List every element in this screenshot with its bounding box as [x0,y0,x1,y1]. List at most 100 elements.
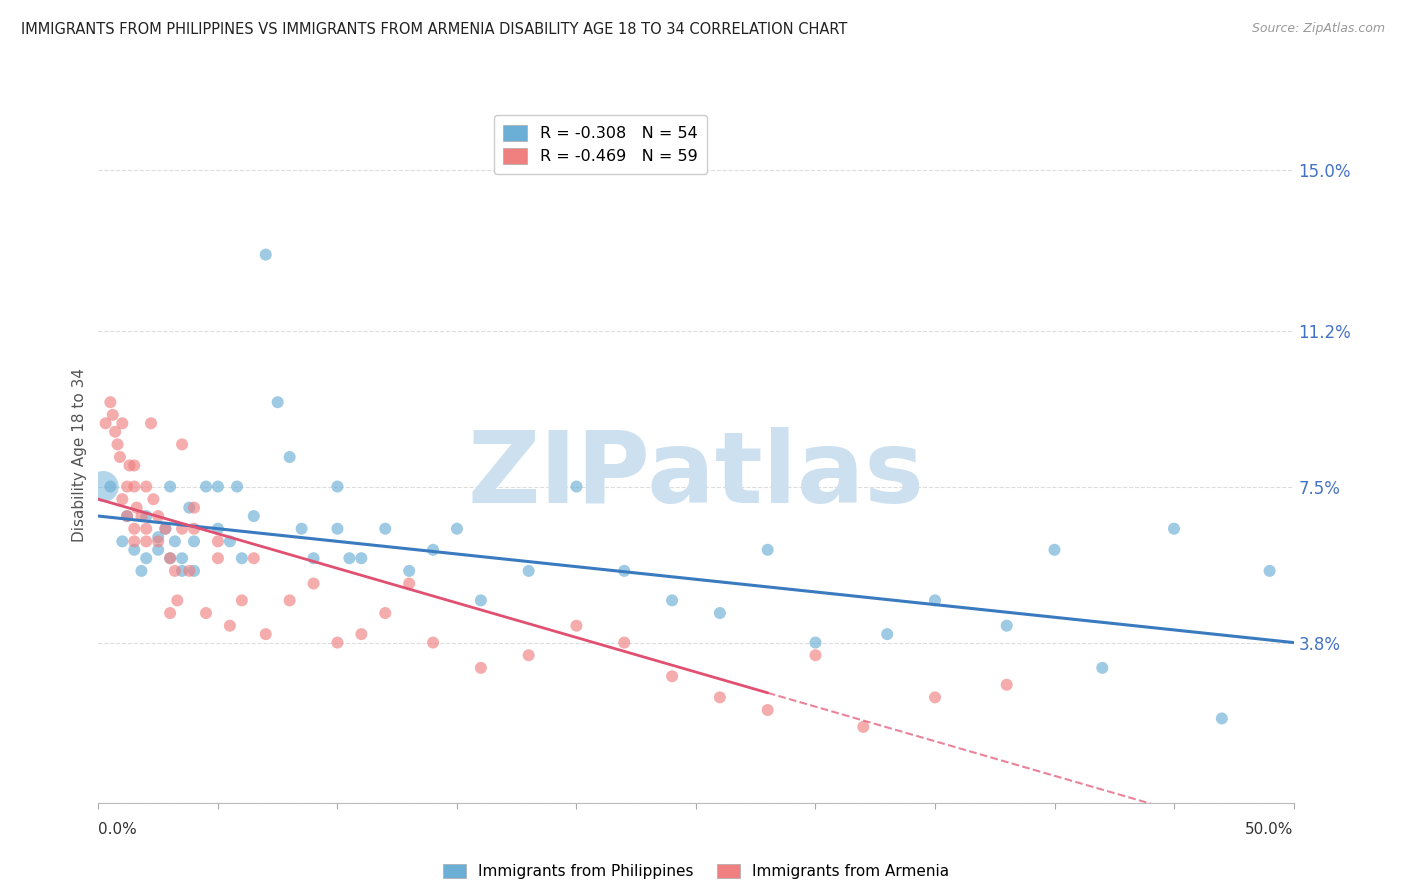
Point [231,593,253,607]
Point [159,606,181,620]
Point [517,648,540,663]
Point [1258,564,1281,578]
Point [876,627,898,641]
Point [995,618,1018,632]
Point [1091,661,1114,675]
Point [302,576,325,591]
Y-axis label: Disability Age 18 to 34: Disability Age 18 to 34 [72,368,87,542]
Point [135,509,157,524]
Point [756,542,779,557]
Point [183,564,205,578]
Point [194,606,217,620]
Point [172,522,194,536]
Point [98,479,122,493]
Point [135,479,157,493]
Point [565,479,588,493]
Point [661,593,683,607]
Point [995,678,1018,692]
Point [374,522,396,536]
Point [115,509,138,524]
Point [111,534,134,549]
Point [709,606,731,620]
Point [446,522,468,536]
Point [254,247,277,261]
Point [194,479,217,493]
Point [852,720,875,734]
Point [613,564,636,578]
Point [337,551,360,566]
Point [350,627,373,641]
Point [254,627,277,641]
Point [207,479,229,493]
Point [124,542,146,557]
Point [326,522,349,536]
Point [422,635,444,649]
Point [155,522,177,536]
Point [108,450,131,464]
Point [398,564,420,578]
Point [111,492,134,507]
Point [470,661,492,675]
Point [219,534,242,549]
Point [183,500,205,515]
Text: 50.0%: 50.0% [1246,822,1294,837]
Point [374,606,396,620]
Point [326,635,349,649]
Point [124,458,146,473]
Point [207,534,229,549]
Point [148,534,170,549]
Point [148,542,170,557]
Text: IMMIGRANTS FROM PHILIPPINES VS IMMIGRANTS FROM ARMENIA DISABILITY AGE 18 TO 34 C: IMMIGRANTS FROM PHILIPPINES VS IMMIGRANT… [21,22,848,37]
Point [243,551,266,566]
Point [804,648,827,663]
Point [148,530,170,544]
Text: ZIPatlas: ZIPatlas [468,427,924,524]
Point [183,534,205,549]
Point [1163,522,1185,536]
Point [565,618,588,632]
Point [135,534,157,549]
Point [172,564,194,578]
Point [278,450,301,464]
Point [125,500,148,515]
Point [302,551,325,566]
Point [231,551,253,566]
Point [613,635,636,649]
Point [517,564,540,578]
Point [91,479,114,493]
Point [124,479,146,493]
Point [1211,711,1233,725]
Point [163,564,186,578]
Point [709,690,731,705]
Point [219,618,242,632]
Point [135,522,157,536]
Point [159,551,181,566]
Point [101,408,124,422]
Point [207,522,229,536]
Point [118,458,141,473]
Point [804,635,827,649]
Point [661,669,683,683]
Text: 0.0%: 0.0% [98,822,138,837]
Point [159,551,181,566]
Point [326,479,349,493]
Point [422,542,444,557]
Text: Source: ZipAtlas.com: Source: ZipAtlas.com [1251,22,1385,36]
Point [290,522,312,536]
Legend: Immigrants from Philippines, Immigrants from Armenia: Immigrants from Philippines, Immigrants … [437,858,955,886]
Point [179,564,201,578]
Point [1043,542,1066,557]
Point [142,492,165,507]
Point [107,437,129,451]
Point [226,479,249,493]
Point [924,690,946,705]
Point [148,509,170,524]
Point [756,703,779,717]
Point [163,534,186,549]
Point [267,395,290,409]
Point [172,551,194,566]
Point [183,522,205,536]
Point [207,551,229,566]
Point [94,417,117,431]
Point [115,479,138,493]
